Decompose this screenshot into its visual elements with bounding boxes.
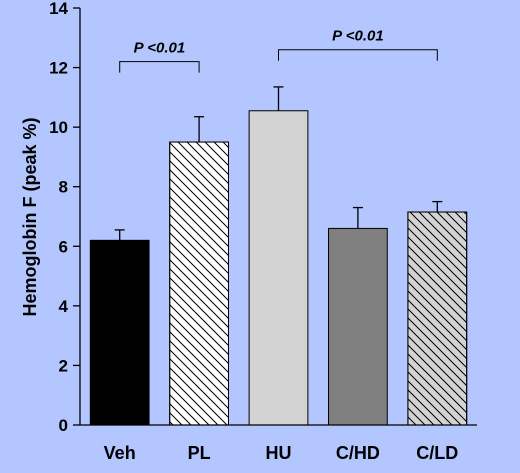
significance-bracket-2: [278, 49, 438, 61]
bars: [89, 86, 468, 426]
y-tick-label-8: 8: [59, 178, 68, 197]
bar-hu: [248, 110, 309, 426]
x-tick-label-c-hd: C/HD: [336, 443, 380, 463]
significance-annotations: P <0.01 P <0.01: [119, 28, 438, 73]
axes: Veh PL HU C/HD C/LD 0 2 4 6 8 10 12 14: [49, 0, 477, 463]
significance-label-1: P <0.01: [134, 40, 186, 57]
y-tick-label-0: 0: [59, 416, 68, 435]
y-tick-label-14: 14: [49, 0, 68, 18]
y-axis-label: Hemoglobin F (peak %): [20, 117, 40, 316]
y-tick-label-2: 2: [59, 356, 68, 375]
x-tick-label-hu: HU: [266, 443, 292, 463]
bar-veh: [89, 239, 150, 426]
x-tick-label-veh: Veh: [104, 443, 136, 463]
bar-hatch-pl: [169, 141, 229, 426]
x-tick-label-pl: PL: [188, 443, 211, 463]
bar-c-hd: [328, 227, 388, 426]
x-tick-label-c-ld: C/LD: [416, 443, 458, 463]
bar-hatch-c-ld: [407, 211, 468, 426]
y-tick-label-4: 4: [59, 297, 69, 316]
significance-label-2: P <0.01: [332, 28, 384, 45]
y-tick-label-10: 10: [49, 118, 68, 137]
y-tick-label-12: 12: [49, 59, 68, 78]
significance-bracket-1: [119, 61, 200, 73]
y-tick-label-6: 6: [59, 237, 68, 256]
